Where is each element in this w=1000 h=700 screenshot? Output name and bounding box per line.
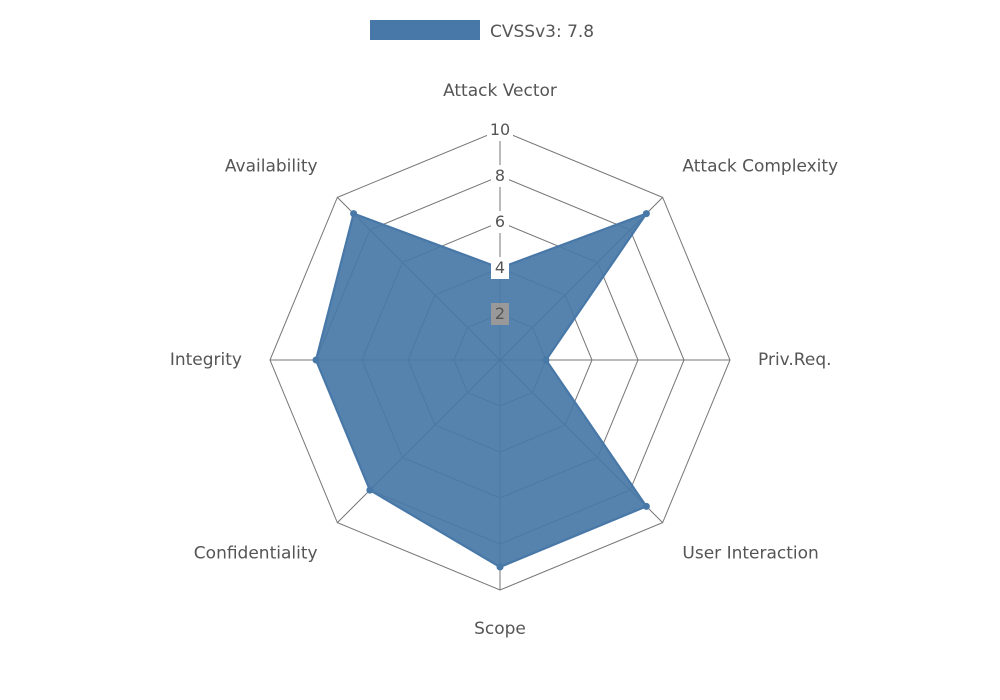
radar-axis-label: User Interaction (682, 543, 818, 563)
radar-point (350, 210, 357, 217)
radar-axis-label: Attack Complexity (682, 157, 838, 177)
radar-point (497, 564, 504, 571)
legend-swatch (370, 20, 480, 40)
radar-tick-label: 10 (490, 120, 510, 139)
radar-chart: 2 4 6 8 10 Attack Vector Attack Complexity Priv… (0, 0, 1000, 700)
radar-point (543, 357, 550, 364)
legend-label: CVSSv3: 7.8 (490, 22, 594, 42)
radar-axis-label: Availability (225, 157, 318, 177)
radar-axis-label: Confidentiality (194, 543, 318, 563)
radar-chart-container: 2 4 6 8 10 Attack Vector Attack Complexity Priv… (0, 0, 1000, 700)
radar-tick-label: 4 (495, 258, 505, 277)
radar-axis-label: Integrity (170, 350, 242, 370)
radar-tick-label: 6 (495, 212, 505, 231)
radar-axis-label: Attack Vector (443, 81, 557, 101)
radar-point (366, 487, 373, 494)
radar-point (643, 210, 650, 217)
radar-axis-label: Scope (474, 619, 526, 639)
radar-point (313, 357, 320, 364)
radar-tick-label: 2 (495, 304, 505, 323)
radar-axis-label: Priv.Req. (758, 350, 832, 370)
radar-tick-label: 8 (495, 166, 505, 185)
radar-point (643, 503, 650, 510)
